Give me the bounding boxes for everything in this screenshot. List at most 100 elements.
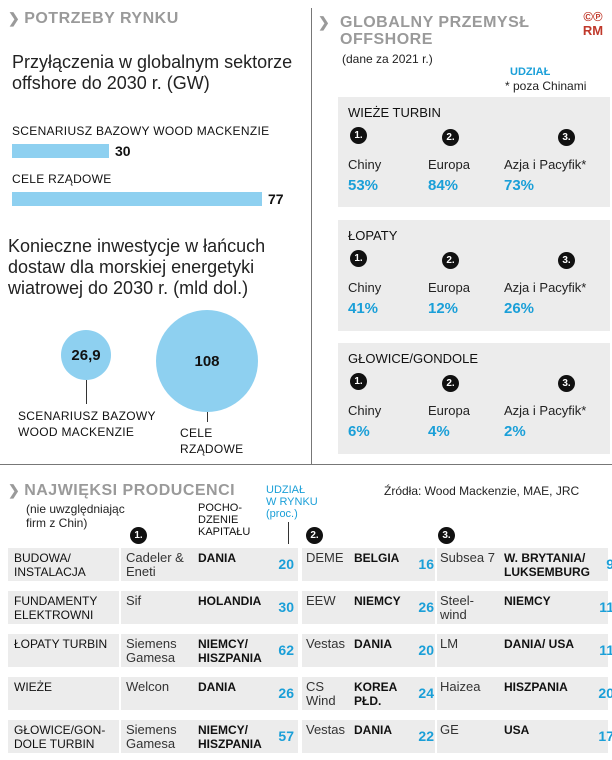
panel-title: GŁOWICE/GONDOLE bbox=[348, 351, 479, 366]
share-value: 12% bbox=[428, 300, 459, 317]
capital-origin: NIEMCY bbox=[354, 594, 401, 608]
table-cell bbox=[437, 677, 608, 710]
share-value: 4% bbox=[428, 423, 450, 440]
capital-origin: HISZPANIA bbox=[504, 680, 568, 694]
copyright-logo: ©℗ RM bbox=[582, 9, 604, 38]
table-cell bbox=[302, 591, 435, 624]
capital-origin: BELGIA bbox=[354, 551, 400, 565]
section-title: GLOBALNY PRZEMYSŁ OFFSHORE bbox=[340, 14, 530, 48]
rank-badge: 1. bbox=[350, 373, 367, 390]
share-value: 73% bbox=[504, 177, 535, 194]
company-name: Steel-wind bbox=[440, 593, 474, 622]
rank-badge: 1. bbox=[350, 127, 367, 144]
investment-bubble-base: 26,9 bbox=[61, 330, 111, 380]
producers-header: ❯ NAJWIĘKSI PRODUCENCI bbox=[8, 482, 235, 500]
table-row: FUNDAMENTY ELEKTROWNI Sif HOLANDIA 30 EEW NIE… bbox=[8, 591, 612, 624]
table-cell bbox=[8, 548, 119, 581]
market-share: 62 bbox=[278, 642, 294, 658]
table-cell bbox=[121, 591, 298, 624]
panel-title: ŁOPATY bbox=[348, 228, 398, 243]
table-cell bbox=[437, 591, 608, 624]
table-cell bbox=[302, 677, 435, 710]
share-label: UDZIAŁ bbox=[510, 66, 551, 78]
table-cell bbox=[121, 548, 298, 581]
region-name: Europa bbox=[428, 280, 470, 295]
region-name: Azja i Pacyfik* bbox=[504, 403, 587, 418]
table-row: WIEŻE Welcon DANIA 26 CS Wind KOREA PŁD. 24 Hai… bbox=[8, 677, 612, 710]
company-name: Vestas bbox=[306, 722, 346, 737]
rank-badge: 3. bbox=[558, 375, 575, 392]
region-name: Chiny bbox=[348, 403, 382, 418]
connections-heading: Przyłączenia w globalnym sektorze offsho… bbox=[12, 52, 293, 93]
row-category: ŁOPATY TURBIN bbox=[14, 637, 108, 651]
capital-origin: NIEMCY bbox=[504, 594, 551, 608]
company-name: Subsea 7 bbox=[440, 550, 495, 565]
row-category: BUDOWA/ INSTALACJA bbox=[14, 551, 86, 579]
capital-origin: KOREA PŁD. bbox=[354, 680, 397, 708]
chevron-icon: ❯ bbox=[318, 14, 330, 30]
company-name: Vestas bbox=[306, 636, 346, 651]
share-value: 6% bbox=[348, 423, 370, 440]
region-name: Chiny bbox=[348, 280, 382, 295]
market-share: 57 bbox=[278, 728, 294, 744]
capital-origin: W. BRYTANIA/ LUKSEMBURG bbox=[504, 551, 590, 579]
company-name: Siemens Gamesa bbox=[126, 722, 177, 751]
table-cell bbox=[302, 634, 435, 667]
investment-label-government: CELE RZĄDOWE bbox=[180, 426, 244, 456]
connections-value-government: 77 bbox=[268, 191, 284, 207]
market-share: 16 bbox=[418, 556, 434, 572]
table-cell bbox=[121, 634, 298, 667]
capital-origin: DANIA/ USA bbox=[504, 637, 575, 651]
share-value: 53% bbox=[348, 177, 379, 194]
column-header-share: UDZIAŁ W RYNKU (proc.) bbox=[266, 484, 318, 520]
table-row: BUDOWA/ INSTALACJA Cadeler & Eneti DANIA 20… bbox=[8, 548, 612, 581]
region-name: Azja i Pacyfik* bbox=[504, 157, 587, 172]
table-cell bbox=[8, 591, 119, 624]
table-cell bbox=[302, 548, 435, 581]
rank-badge: 3. bbox=[558, 252, 575, 269]
company-name: Haizea bbox=[440, 679, 481, 694]
capital-origin: HOLANDIA bbox=[198, 594, 262, 608]
company-name: CS Wind bbox=[306, 679, 336, 708]
market-share: 20 bbox=[278, 556, 294, 572]
section-divider-horizontal bbox=[0, 464, 612, 465]
company-name: Welcon bbox=[126, 679, 170, 694]
table-row: GŁOWICE/GON-DOLE TURBIN Siemens Gamesa NIE… bbox=[8, 720, 612, 753]
investment-label-base: SCENARIUSZ BAZOWY WOOD MACKENZIE bbox=[18, 409, 156, 439]
bubble-leader-line bbox=[207, 412, 208, 422]
company-name: DEME bbox=[306, 550, 344, 565]
capital-origin: DANIA bbox=[354, 637, 392, 651]
company-name: LM bbox=[440, 636, 459, 651]
table-cell bbox=[437, 548, 608, 581]
footnote-excluding-china: * poza Chinami bbox=[505, 79, 587, 93]
table-cell bbox=[437, 634, 608, 667]
connections-label-base: SCENARIUSZ BAZOWY WOOD MACKENZIE bbox=[12, 124, 270, 138]
rank-badge: 1. bbox=[350, 250, 367, 267]
connections-label-government: CELE RZĄDOWE bbox=[12, 172, 112, 186]
rank-badge: 2. bbox=[442, 375, 459, 392]
market-share: 26 bbox=[418, 599, 434, 615]
company-name: EEW bbox=[306, 593, 336, 608]
producers-subtitle: (nie uwzględniając firm z Chin) bbox=[26, 502, 125, 530]
connections-bar-base bbox=[12, 144, 109, 158]
table-cell bbox=[302, 720, 435, 753]
rank-badge: 3. bbox=[558, 129, 575, 146]
market-share: 17 bbox=[598, 728, 612, 744]
bubble-leader-line bbox=[86, 380, 87, 404]
rank-badge: 2. bbox=[442, 129, 459, 146]
share-value: 2% bbox=[504, 423, 526, 440]
region-name: Chiny bbox=[348, 157, 382, 172]
share-value: 41% bbox=[348, 300, 379, 317]
region-name: Azja i Pacyfik* bbox=[504, 280, 587, 295]
section-title: POTRZEBY RYNKU bbox=[24, 10, 179, 27]
region-name: Europa bbox=[428, 403, 470, 418]
rank-badge: 3. bbox=[438, 527, 455, 544]
connections-bar-government bbox=[12, 192, 262, 206]
data-year-note: (dane za 2021 r.) bbox=[342, 52, 433, 66]
capital-origin: DANIA bbox=[198, 680, 236, 694]
row-category: FUNDAMENTY ELEKTROWNI bbox=[14, 594, 98, 622]
investment-value-base: 26,9 bbox=[71, 346, 101, 364]
capital-origin: DANIA bbox=[354, 723, 392, 737]
market-share: 11 bbox=[599, 599, 612, 615]
section-divider-vertical bbox=[311, 8, 312, 464]
